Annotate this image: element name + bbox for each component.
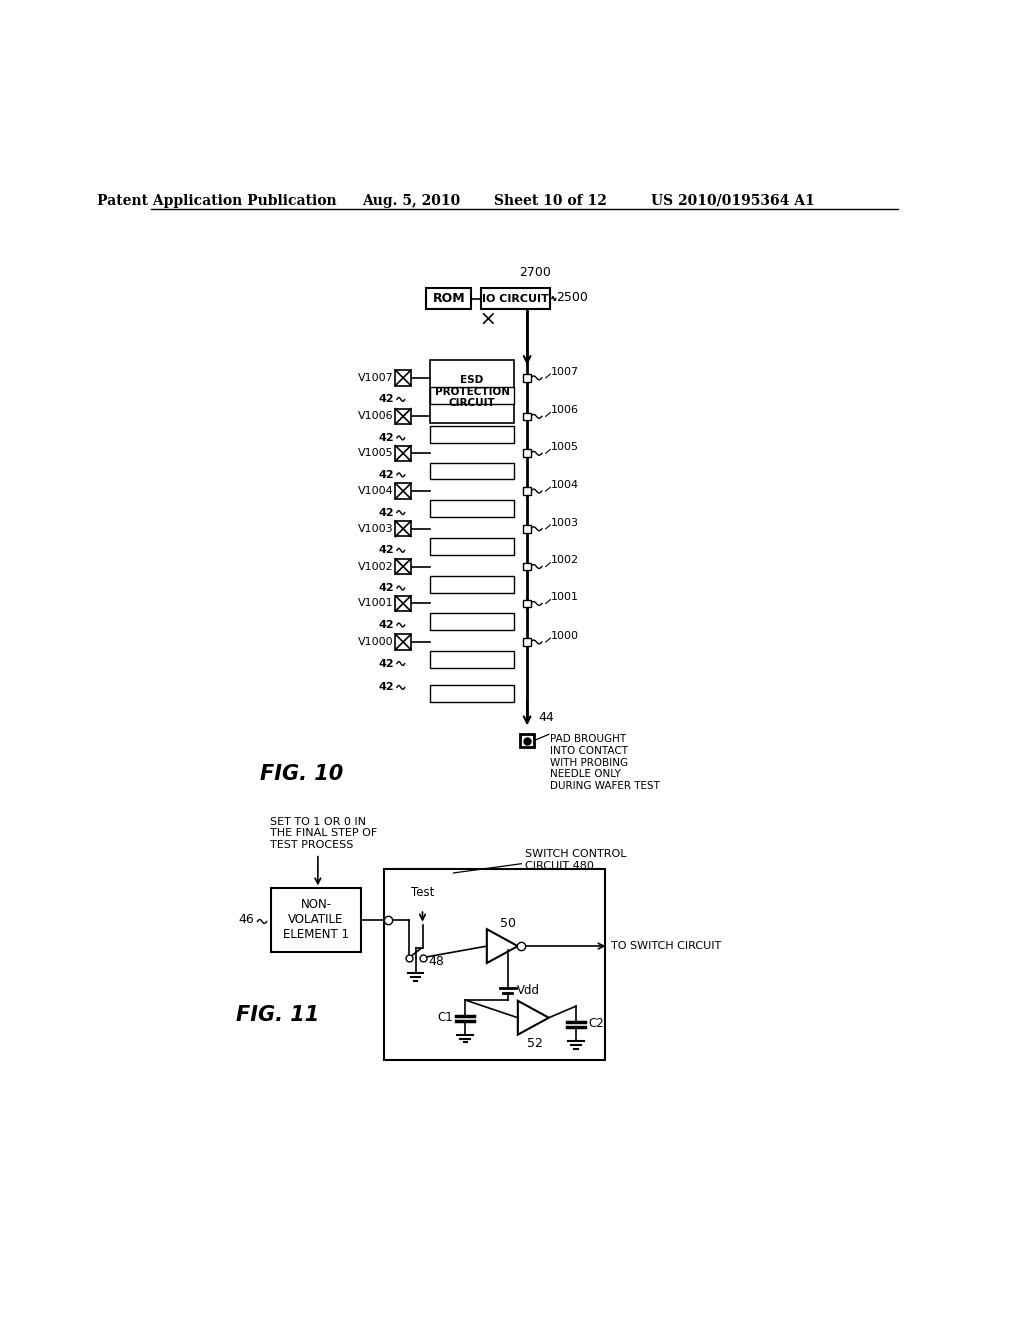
Text: Test: Test xyxy=(411,886,434,899)
Bar xyxy=(430,576,514,593)
Text: 42: 42 xyxy=(378,508,394,517)
Text: C1: C1 xyxy=(437,1011,453,1024)
Bar xyxy=(430,500,514,517)
Text: NON-
VOLATILE
ELEMENT 1: NON- VOLATILE ELEMENT 1 xyxy=(283,899,349,941)
Text: Sheet 10 of 12: Sheet 10 of 12 xyxy=(494,194,607,207)
Text: 1000: 1000 xyxy=(550,631,579,640)
Text: V1006: V1006 xyxy=(358,412,394,421)
Bar xyxy=(395,635,411,649)
Text: US 2010/0195364 A1: US 2010/0195364 A1 xyxy=(650,194,814,207)
Text: 42: 42 xyxy=(378,395,394,404)
Text: SET TO 1 OR 0 IN
THE FINAL STEP OF
TEST PROCESS: SET TO 1 OR 0 IN THE FINAL STEP OF TEST … xyxy=(270,817,377,850)
Bar xyxy=(523,525,531,533)
Text: 1007: 1007 xyxy=(550,367,579,376)
Bar xyxy=(395,446,411,461)
Bar xyxy=(395,595,411,611)
Text: FIG. 11: FIG. 11 xyxy=(237,1006,319,1026)
Text: 42: 42 xyxy=(378,682,394,693)
Text: Aug. 5, 2010: Aug. 5, 2010 xyxy=(361,194,460,207)
Text: 1002: 1002 xyxy=(550,556,579,565)
Text: V1005: V1005 xyxy=(358,449,394,458)
Text: V1003: V1003 xyxy=(358,524,394,533)
Text: 42: 42 xyxy=(378,470,394,480)
Bar xyxy=(384,869,604,1060)
Text: 48: 48 xyxy=(429,954,444,968)
Text: ROM: ROM xyxy=(432,292,465,305)
Bar xyxy=(523,487,531,495)
Text: 44: 44 xyxy=(539,711,555,723)
Text: V1002: V1002 xyxy=(358,561,394,572)
Bar xyxy=(271,888,360,952)
Text: 1005: 1005 xyxy=(550,442,579,453)
Bar xyxy=(523,599,531,607)
Text: 50: 50 xyxy=(500,916,516,929)
Text: V1000: V1000 xyxy=(358,638,394,647)
Text: 42: 42 xyxy=(378,583,394,593)
Bar xyxy=(395,558,411,574)
Text: V1007: V1007 xyxy=(358,372,394,383)
Text: SWITCH CONTROL
CIRCUIT 480: SWITCH CONTROL CIRCUIT 480 xyxy=(525,849,627,871)
Text: 1004: 1004 xyxy=(550,480,579,490)
Bar xyxy=(426,288,471,309)
Bar xyxy=(430,539,514,554)
Bar xyxy=(430,685,514,702)
Bar xyxy=(395,370,411,385)
Text: 42: 42 xyxy=(378,545,394,556)
Text: ESD
PROTECTION
CIRCUIT: ESD PROTECTION CIRCUIT xyxy=(434,375,510,408)
Text: 42: 42 xyxy=(378,620,394,630)
Text: 42: 42 xyxy=(378,433,394,444)
Bar xyxy=(520,734,535,747)
Bar xyxy=(395,483,411,499)
Bar xyxy=(523,374,531,381)
Bar xyxy=(523,562,531,570)
Bar xyxy=(430,387,514,404)
Bar xyxy=(430,462,514,479)
Text: PAD BROUGHT
INTO CONTACT
WITH PROBING
NEEDLE ONLY
DURING WAFER TEST: PAD BROUGHT INTO CONTACT WITH PROBING NE… xyxy=(550,734,660,791)
Bar xyxy=(430,360,514,424)
Bar xyxy=(430,651,514,668)
Bar xyxy=(395,521,411,536)
Text: 1003: 1003 xyxy=(550,517,579,528)
Text: IO CIRCUIT: IO CIRCUIT xyxy=(482,293,549,304)
Text: 42: 42 xyxy=(378,659,394,668)
Text: 52: 52 xyxy=(527,1036,543,1049)
Text: 2700: 2700 xyxy=(519,265,551,279)
Bar xyxy=(395,409,411,424)
Text: 1006: 1006 xyxy=(550,405,579,416)
Bar xyxy=(430,425,514,442)
Text: C2: C2 xyxy=(589,1018,604,1031)
Text: V1004: V1004 xyxy=(358,486,394,496)
Bar xyxy=(523,412,531,420)
Text: Patent Application Publication: Patent Application Publication xyxy=(97,194,337,207)
Bar xyxy=(480,288,550,309)
Bar xyxy=(523,449,531,457)
Bar xyxy=(523,638,531,645)
Text: Vdd: Vdd xyxy=(517,985,540,998)
Text: 2500: 2500 xyxy=(556,290,588,304)
Bar xyxy=(430,612,514,630)
Text: 46: 46 xyxy=(239,913,254,927)
Text: 1001: 1001 xyxy=(550,593,579,602)
Text: FIG. 10: FIG. 10 xyxy=(260,764,343,784)
Text: TO SWITCH CIRCUIT: TO SWITCH CIRCUIT xyxy=(611,941,721,952)
Text: V1001: V1001 xyxy=(358,598,394,609)
